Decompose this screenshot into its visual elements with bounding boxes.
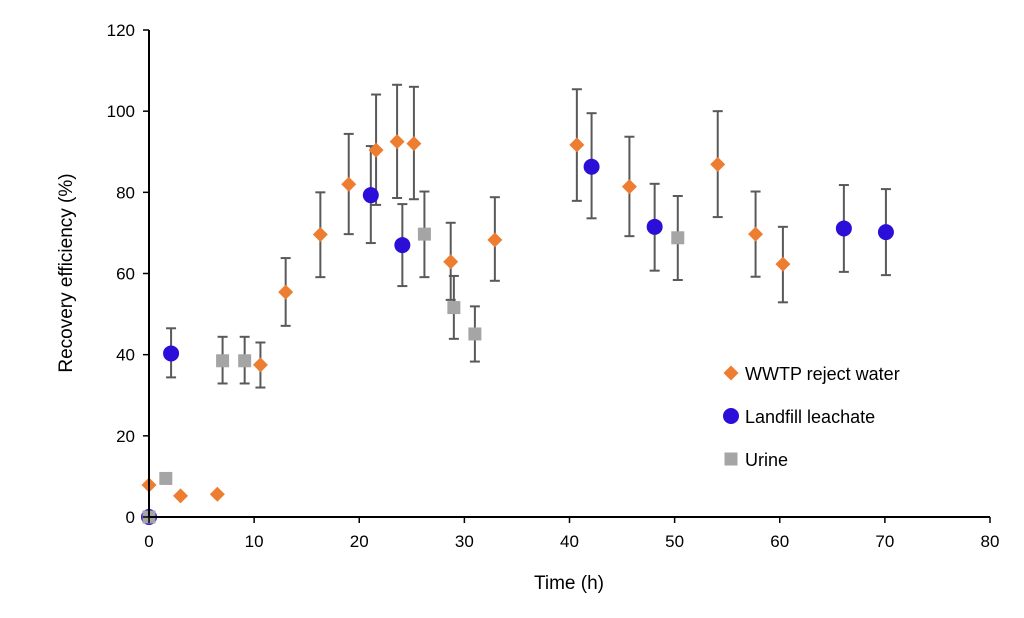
legend-label-landfill-leachate: Landfill leachate — [745, 407, 875, 427]
point-landfill-leachate — [362, 187, 379, 204]
x-tick-label: 60 — [770, 532, 789, 551]
x-tick-label: 20 — [350, 532, 369, 551]
x-tick-label: 30 — [455, 532, 474, 551]
point-landfill-leachate — [877, 224, 894, 241]
point-urine — [238, 354, 252, 368]
point-wwtp-reject-water — [748, 226, 764, 242]
error-bars — [166, 83, 891, 389]
legend: WWTP reject water Landfill leachate Urine — [723, 364, 900, 470]
y-axis-label: Recovery efficiency (%) — [56, 173, 77, 372]
point-wwtp-reject-water — [569, 137, 585, 153]
point-wwtp-reject-water — [406, 136, 422, 152]
x-tick-label: 0 — [144, 532, 153, 551]
data-points — [141, 134, 894, 525]
y-tick-label: 120 — [107, 21, 135, 40]
y-tick-label: 0 — [126, 508, 135, 527]
y-tick-label: 80 — [116, 183, 135, 202]
legend-marker-urine — [724, 452, 738, 466]
point-urine — [671, 231, 685, 245]
point-urine — [417, 227, 431, 241]
legend-label-urine: Urine — [745, 450, 788, 470]
point-landfill-leachate — [163, 345, 180, 362]
axes: 0 10 20 30 40 50 60 70 80 0 20 40 60 80 100 120 — [107, 21, 1000, 551]
legend-label-wwtp-reject-water: WWTP reject water — [745, 364, 900, 384]
x-tick-label: 50 — [665, 532, 684, 551]
point-urine — [447, 301, 461, 315]
point-wwtp-reject-water — [341, 176, 357, 192]
legend-marker-wwtp-reject-water — [723, 365, 739, 381]
point-landfill-leachate — [394, 237, 411, 254]
point-wwtp-reject-water — [775, 256, 791, 272]
point-urine — [468, 327, 482, 341]
point-wwtp-reject-water — [173, 488, 189, 504]
y-tick-label: 100 — [107, 102, 135, 121]
legend-marker-landfill-leachate — [723, 408, 739, 424]
point-landfill-leachate — [835, 220, 852, 237]
point-wwtp-reject-water — [368, 142, 384, 158]
y-tick-label: 20 — [116, 427, 135, 446]
point-landfill-leachate — [583, 158, 600, 175]
x-tick-label: 40 — [560, 532, 579, 551]
point-wwtp-reject-water — [278, 284, 294, 300]
point-landfill-leachate — [646, 218, 663, 235]
x-tick-label: 80 — [981, 532, 1000, 551]
y-tick-label: 60 — [116, 265, 135, 284]
point-wwtp-reject-water — [443, 254, 459, 270]
point-wwtp-reject-water — [389, 134, 405, 150]
point-wwtp-reject-water — [621, 179, 637, 195]
point-wwtp-reject-water — [252, 357, 268, 373]
x-tick-label: 70 — [875, 532, 894, 551]
x-tick-label: 10 — [245, 532, 264, 551]
point-wwtp-reject-water — [312, 227, 328, 243]
point-urine — [216, 354, 230, 368]
x-axis-label: Time (h) — [534, 573, 604, 594]
point-wwtp-reject-water — [710, 156, 726, 172]
point-urine — [159, 471, 173, 485]
point-wwtp-reject-water — [487, 232, 503, 248]
point-wwtp-reject-water — [209, 486, 225, 502]
y-tick-label: 40 — [116, 346, 135, 365]
